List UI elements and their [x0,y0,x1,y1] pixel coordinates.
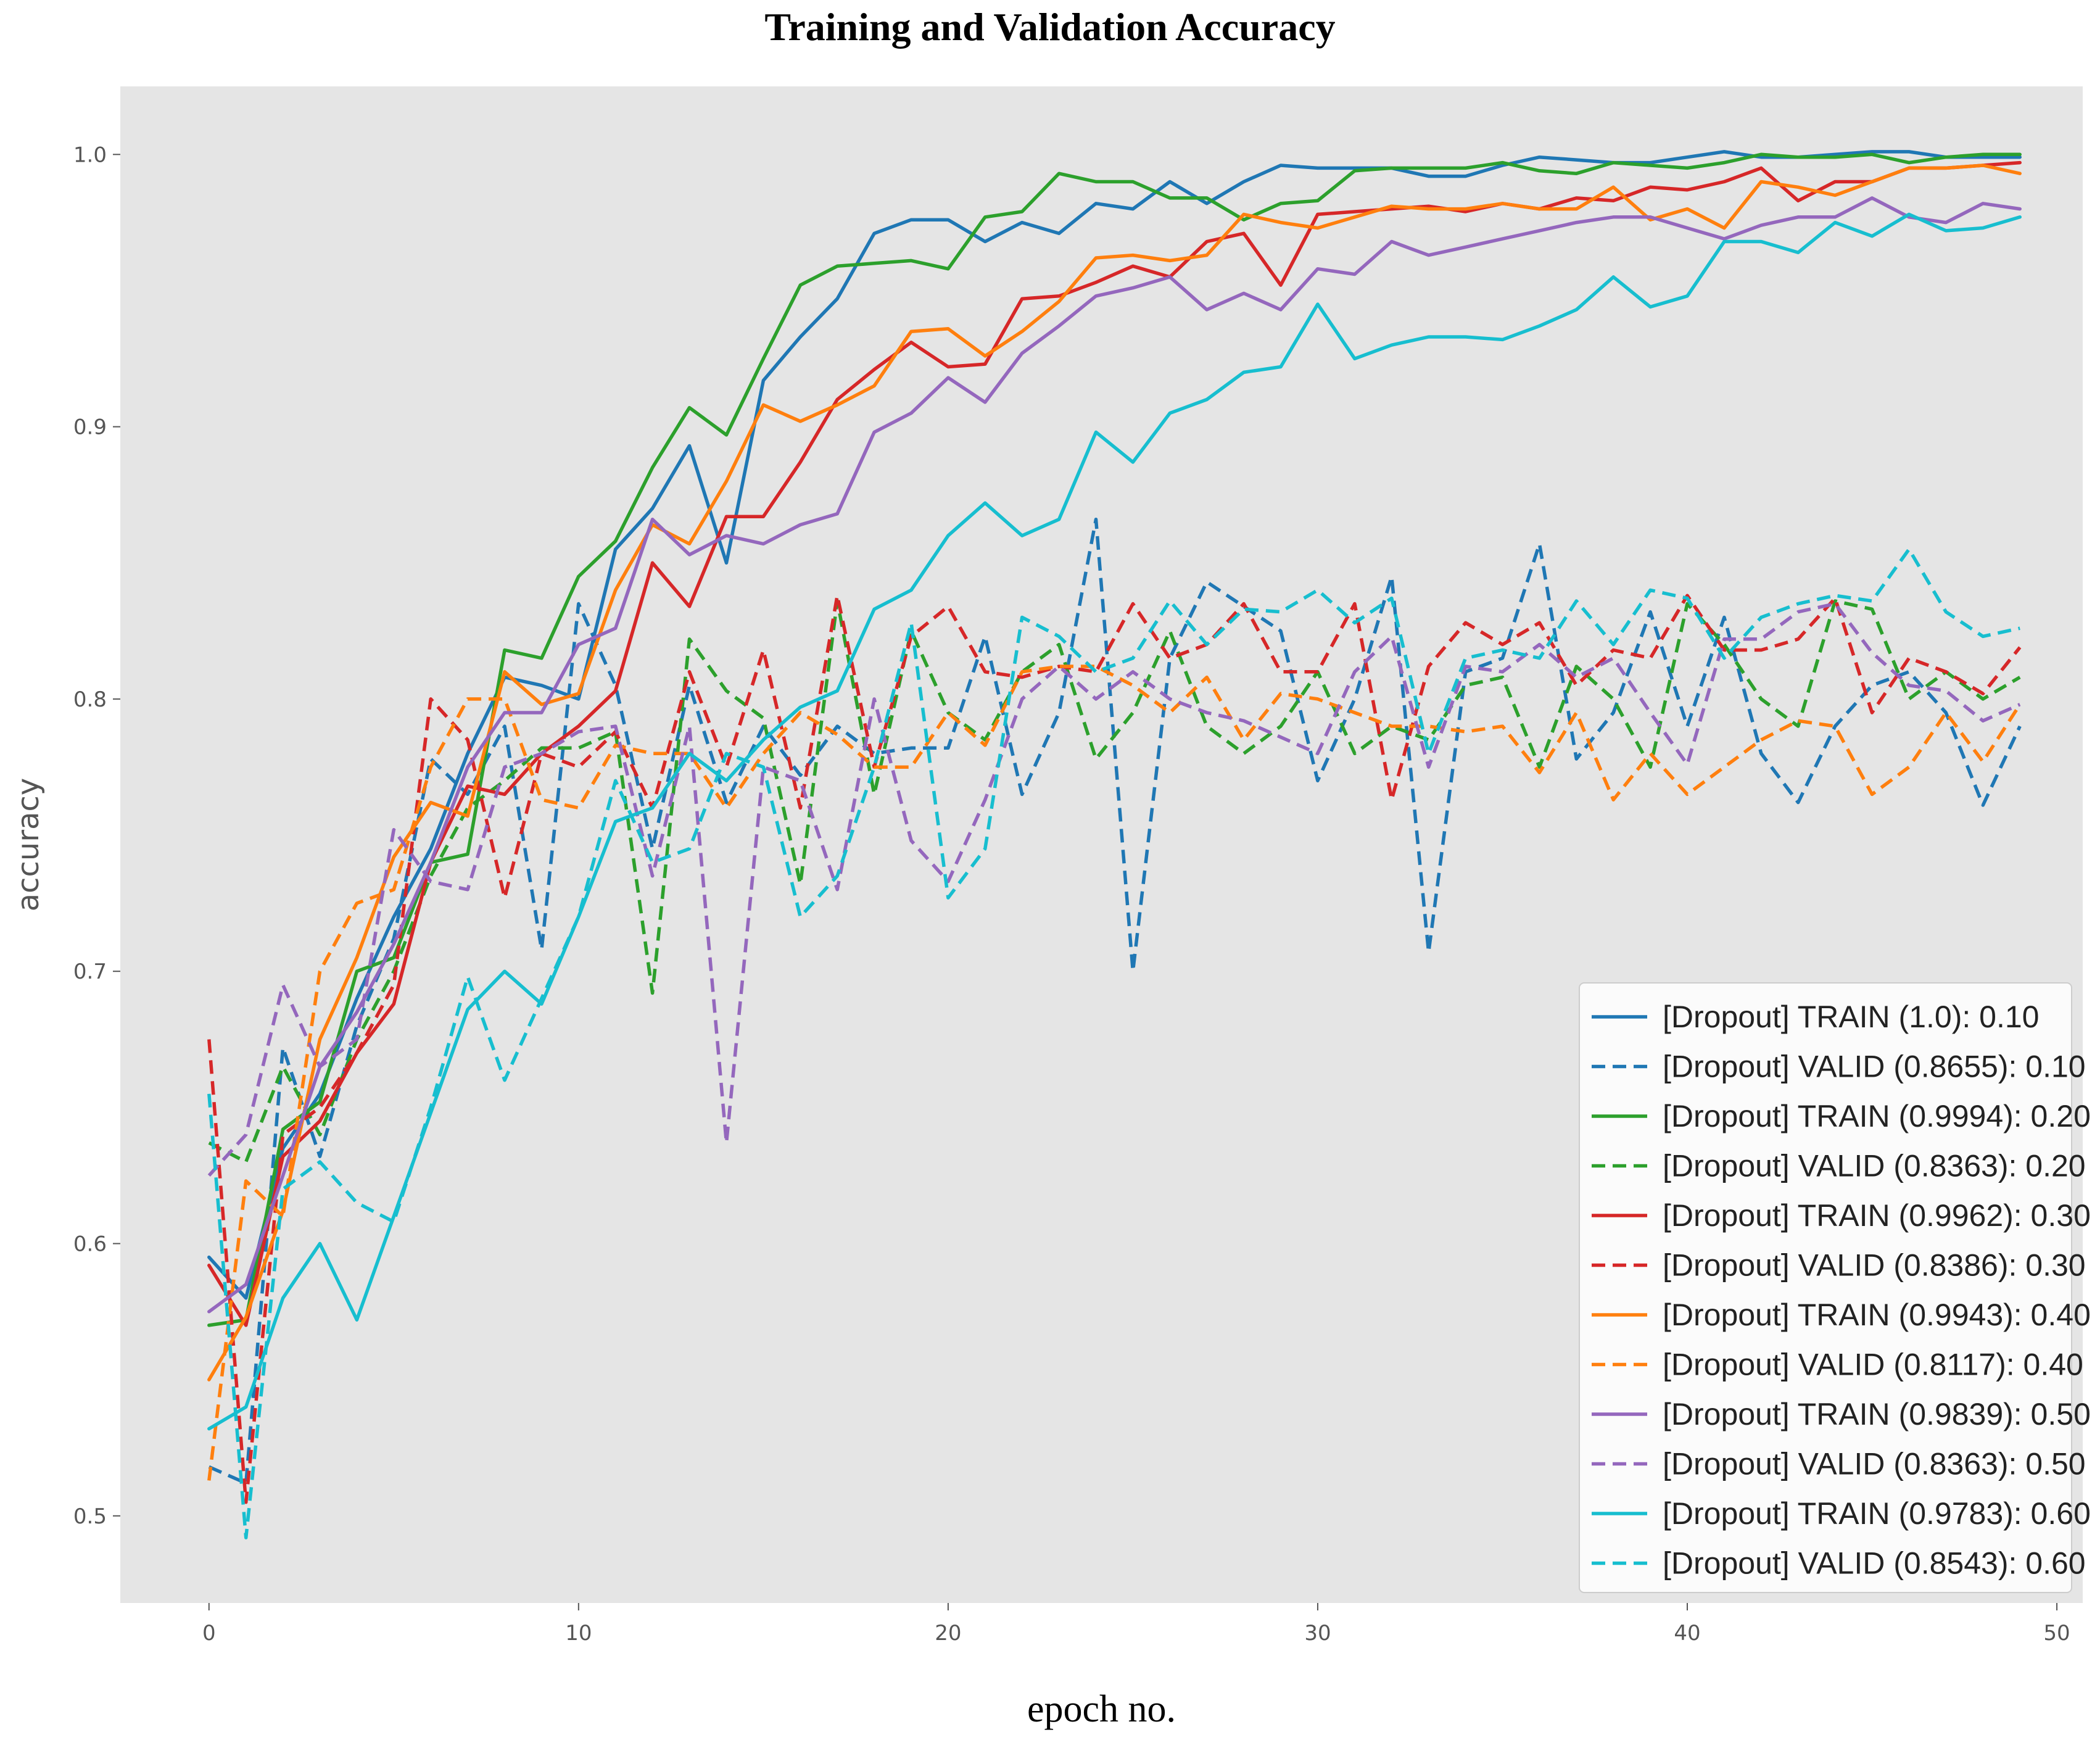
y-tick-label: 0.9 [73,415,107,440]
legend-entry-1: [Dropout] VALID (0.8655): 0.10 [1663,1050,2086,1084]
series-line-9 [207,602,2021,1177]
legend-entry-10: [Dropout] TRAIN (0.9783): 0.60 [1663,1496,2091,1531]
y-axis-label: accuracy [11,778,46,912]
y-tick-label: 0.7 [73,959,107,984]
x-tick-label: 0 [202,1621,216,1646]
legend-box [1579,982,2072,1593]
x-tick-label: 30 [1304,1621,1331,1646]
y-axis-ticks: 0.5 0.6 0.7 0.8 0.9 1.0 [73,143,120,1529]
y-tick-label: 1.0 [73,143,107,167]
legend-entry-8: [Dropout] TRAIN (0.9839): 0.50 [1663,1397,2091,1431]
x-tick-label: 50 [2043,1621,2070,1646]
series-line-11 [207,547,2020,1539]
chart-title: Training and Validation Accuracy [764,5,1335,49]
legend-entry-6: [Dropout] TRAIN (0.9943): 0.40 [1663,1298,2091,1332]
legend-entry-5: [Dropout] VALID (0.8386): 0.30 [1663,1248,2086,1283]
series-line-4 [207,160,2022,1327]
legend-entry-0: [Dropout] TRAIN (1.0): 0.10 [1663,1000,2039,1034]
legend-entry-4: [Dropout] TRAIN (0.9962): 0.30 [1663,1198,2091,1233]
legend-entry-11: [Dropout] VALID (0.8543): 0.60 [1663,1546,2086,1581]
x-axis-label: epoch no. [1027,1688,1176,1730]
y-tick-label: 0.5 [73,1504,107,1529]
legend-entry-7: [Dropout] VALID (0.8117): 0.40 [1663,1348,2083,1382]
series-line-5 [207,594,2022,1504]
series-line-3 [208,599,2021,1164]
legend: [Dropout] TRAIN (1.0): 0.10 [Dropout] VAL… [1579,982,2091,1593]
legend-entry-9: [Dropout] VALID (0.8363): 0.50 [1663,1447,2086,1481]
series-line-8 [207,196,2022,1314]
series-layer [207,150,2022,1539]
y-tick-label: 0.8 [73,687,107,712]
series-line-2 [207,152,2022,1327]
legend-entry-3: [Dropout] VALID (0.8363): 0.20 [1663,1149,2086,1183]
x-tick-label: 10 [565,1621,592,1646]
series-line-6 [207,164,2022,1381]
series-line-7 [207,665,2022,1481]
x-tick-label: 40 [1674,1621,1700,1646]
x-tick-label: 20 [935,1621,961,1646]
series-line-10 [207,212,2022,1431]
y-tick-label: 0.6 [73,1232,107,1256]
x-axis-ticks: 0 10 20 30 40 50 [202,1603,2070,1646]
legend-entry-2: [Dropout] TRAIN (0.9994): 0.20 [1663,1099,2091,1133]
